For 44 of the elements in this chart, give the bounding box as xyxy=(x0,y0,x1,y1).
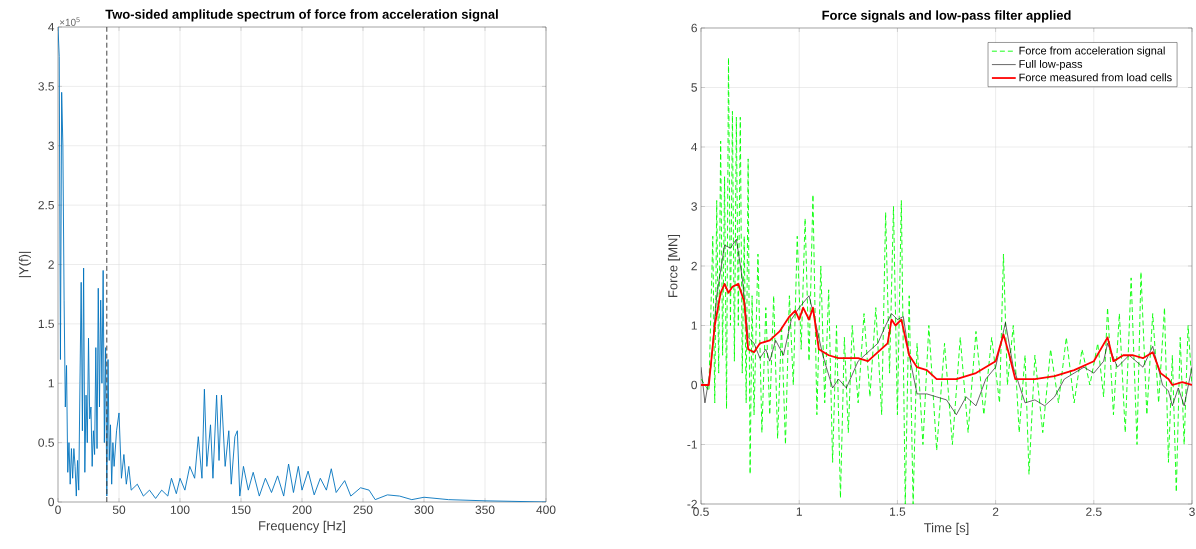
line-series xyxy=(701,57,1193,504)
x-tick-label: 350 xyxy=(475,505,495,514)
x-axis-title: Frequency [Hz] xyxy=(259,520,345,533)
x-tick-label: 0 xyxy=(55,505,61,514)
x-tick-label: 1.5 xyxy=(890,507,906,516)
y-tick-label: 4 xyxy=(48,22,55,32)
y-tick-label: 6 xyxy=(691,23,697,33)
y-tick-label: 1 xyxy=(48,379,54,388)
line-series xyxy=(58,27,546,502)
x-axis-title: Time [s] xyxy=(924,522,969,535)
x-tick-label: 250 xyxy=(353,505,373,514)
y-tick-label: 2 xyxy=(48,260,54,269)
legend-label: Force from acceleration signal xyxy=(1019,46,1165,57)
x-tick-label: 400 xyxy=(536,505,556,514)
text: ×10$^{5}$ xyxy=(59,17,80,26)
y-tick-label: 3 xyxy=(48,141,54,150)
y-tick-label: -2 xyxy=(687,499,697,509)
x-tick-label: 2.5 xyxy=(1086,507,1102,516)
y-tick-label: 1.5 xyxy=(38,319,54,329)
y-tick-label: 1 xyxy=(691,321,697,330)
legend-label: Full low-pass xyxy=(1019,59,1083,71)
x-tick-label: 100 xyxy=(170,505,190,514)
chart-title: Force signals and low-pass filter applied xyxy=(822,10,1071,23)
y-tick-label: 0 xyxy=(691,380,698,390)
x-tick-label: 150 xyxy=(231,505,251,514)
y-tick-label: -1 xyxy=(687,440,697,449)
y-tick-label: 5 xyxy=(691,83,697,92)
legend-label: Force measured from load cells xyxy=(1019,73,1172,82)
x-tick-label: 50 xyxy=(112,505,126,514)
y-tick-label: 3 xyxy=(691,202,697,211)
y-axis-title: |Y(f)| xyxy=(18,251,32,278)
x-tick-label: 3 xyxy=(1189,507,1195,516)
y-tick-label: 2.5 xyxy=(38,200,54,210)
y-tick-label: 0 xyxy=(48,497,55,507)
x-tick-label: 300 xyxy=(414,505,434,514)
chart-title: Two-sided amplitude spectrum of force from acceleration signal xyxy=(105,9,498,22)
x-tick-label: 1 xyxy=(796,507,802,516)
x-tick-label: 2 xyxy=(992,507,999,516)
y-axis-title: Force [MN] xyxy=(667,234,681,297)
y-tick-label: 2 xyxy=(691,261,697,271)
y-tick-label: 4 xyxy=(691,142,698,152)
y-tick-label: 3.5 xyxy=(38,82,54,91)
x-tick-label: 200 xyxy=(292,505,312,514)
y-tick-label: 0.5 xyxy=(38,438,54,447)
